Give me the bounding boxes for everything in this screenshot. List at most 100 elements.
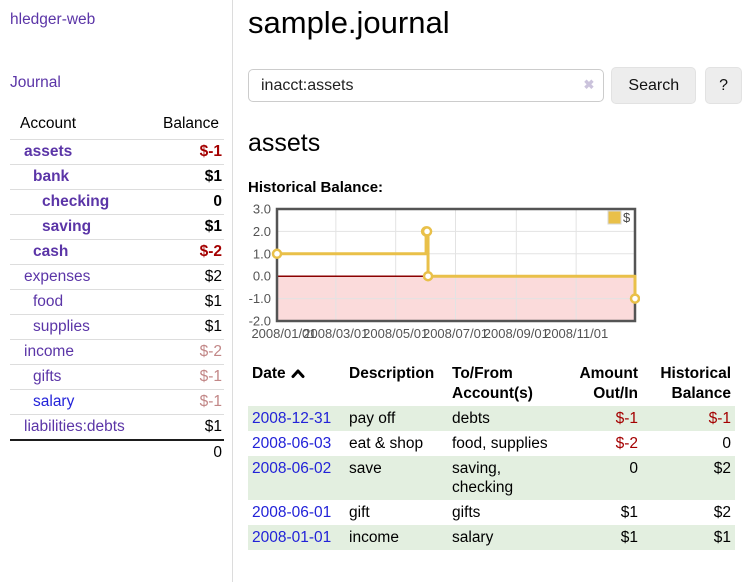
svg-text:-2.0: -2.0	[249, 314, 271, 329]
register-header-label: Out/In	[593, 385, 638, 402]
accounts-header-row: Account Balance	[10, 113, 224, 140]
sidebar-account-link[interactable]: supplies	[33, 318, 90, 335]
sidebar-account-link[interactable]: saving	[42, 218, 92, 235]
register-description: eat & shop	[349, 435, 424, 452]
accounts-total-value: 0	[144, 439, 224, 465]
accounts-total-row: 0	[10, 439, 224, 465]
svg-text:2008/11/01: 2008/11/01	[544, 326, 608, 341]
account-balance: $1	[144, 214, 224, 240]
sidebar-account-link[interactable]: income	[24, 343, 74, 360]
sidebar-account-link[interactable]: food	[33, 293, 64, 310]
svg-text:-1.0: -1.0	[249, 291, 271, 306]
account-row: income $-2	[10, 339, 224, 365]
search-input-wrap: ✖	[248, 69, 605, 102]
search-button[interactable]: Search	[611, 67, 697, 104]
account-row: checking 0	[10, 189, 224, 215]
sort-ascending-icon	[291, 366, 305, 383]
svg-text:0.0: 0.0	[253, 269, 271, 284]
svg-text:2008/03/01: 2008/03/01	[303, 326, 368, 341]
register-row: 2008-06-03 eat & shop food, supplies $-2 0	[248, 431, 735, 456]
account-row: gifts $-1	[10, 364, 224, 390]
register-accounts: gifts	[452, 504, 481, 521]
account-row: supplies $1	[10, 314, 224, 340]
register-date-link[interactable]: 2008-06-02	[252, 460, 332, 477]
register-date-link[interactable]: 2008-06-03	[252, 435, 332, 452]
sidebar-item-journal[interactable]: Journal	[10, 74, 61, 91]
register-description: income	[349, 529, 399, 546]
account-balance: $2	[144, 264, 224, 290]
app-title-link[interactable]: hledger-web	[10, 11, 96, 28]
sidebar-account-link[interactable]: salary	[33, 393, 75, 410]
register-header-date[interactable]: Date	[248, 362, 345, 406]
account-balance: $1	[144, 289, 224, 315]
sidebar-account-link[interactable]: expenses	[24, 268, 91, 285]
account-balance: $-1	[144, 389, 224, 415]
account-balance: $-1	[144, 139, 224, 165]
account-row: liabilities:debts $1	[10, 414, 224, 440]
svg-text:2008/09/01: 2008/09/01	[484, 326, 549, 341]
register-row: 2008-06-01 gift gifts $1 $2	[248, 500, 735, 525]
register-amount: $-2	[615, 435, 638, 452]
register-amount: $-1	[615, 410, 638, 427]
account-balance: $1	[144, 414, 224, 440]
register-row: 2008-12-31 pay off debts $-1 $-1	[248, 406, 735, 431]
register-description: save	[349, 460, 382, 477]
account-row: assets $-1	[10, 139, 224, 165]
register-row: 2008-06-02 save saving, checking 0 $2	[248, 456, 735, 500]
sidebar-account-link[interactable]: gifts	[33, 368, 62, 385]
register-header-amount-outin: Amount Out/In	[565, 362, 642, 406]
account-balance: $-2	[144, 339, 224, 365]
register-balance: $-1	[708, 410, 731, 427]
register-header-label: Historical	[660, 365, 731, 382]
register-header-historical-balance: Historical Balance	[642, 362, 735, 406]
register-header-description: Description	[345, 362, 448, 406]
svg-text:1.0: 1.0	[253, 246, 271, 261]
account-balance: 0	[144, 189, 224, 215]
search-form: ✖ Search ?	[248, 67, 742, 104]
register-accounts: debts	[452, 410, 490, 427]
sidebar-account-link[interactable]: bank	[33, 168, 70, 185]
main-content: sample.journal ✖ Search ? assets Histori…	[234, 0, 742, 550]
help-button[interactable]: ?	[705, 67, 742, 104]
register-balance: $2	[713, 504, 731, 521]
account-row: cash $-2	[10, 239, 224, 265]
register-header-row: Date Description To/From Account(s) Amount Ou…	[248, 362, 735, 406]
sidebar-account-link[interactable]: liabilities:debts	[24, 418, 125, 435]
register-table: Date Description To/From Account(s) Amount Ou…	[248, 362, 735, 550]
sidebar-account-link[interactable]: assets	[24, 143, 73, 160]
search-input[interactable]	[248, 69, 605, 102]
register-header-tofrom-accounts: To/From Account(s)	[448, 362, 565, 406]
svg-text:2.0: 2.0	[253, 224, 271, 239]
svg-text:$: $	[623, 210, 631, 225]
register-header-label: Account(s)	[452, 385, 533, 402]
register-header-label: Date	[252, 365, 286, 382]
register-date-link[interactable]: 2008-06-01	[252, 504, 332, 521]
svg-text:3.0: 3.0	[253, 203, 271, 217]
account-balance: $-1	[144, 364, 224, 390]
account-row: expenses $2	[10, 264, 224, 290]
register-balance: 0	[722, 435, 731, 452]
sidebar-account-link[interactable]: checking	[42, 193, 110, 210]
register-header-label: Balance	[671, 385, 731, 402]
register-date-link[interactable]: 2008-12-31	[252, 410, 332, 427]
register-row: 2008-01-01 income salary $1 $1	[248, 525, 735, 550]
account-balance: $-2	[144, 239, 224, 265]
accounts-header-balance: Balance	[162, 115, 219, 132]
svg-text:2008/05/01: 2008/05/01	[363, 326, 428, 341]
register-accounts: food, supplies	[452, 435, 548, 452]
account-balance: $1	[144, 314, 224, 340]
chart-title: Historical Balance:	[248, 179, 384, 196]
register-accounts: saving, checking	[452, 460, 514, 496]
account-heading: assets	[248, 129, 321, 157]
register-header-label: Description	[349, 365, 435, 382]
register-accounts: salary	[452, 529, 494, 546]
clear-search-icon[interactable]: ✖	[583, 77, 595, 92]
register-date-link[interactable]: 2008-01-01	[252, 529, 332, 546]
historical-balance-chart[interactable]: $3.0 2.0 1.0 0.0 -1.0 -2.02008/01/012008/03/0…	[248, 203, 640, 345]
account-balance: $1	[144, 164, 224, 190]
sidebar-account-link[interactable]: cash	[33, 243, 69, 260]
account-row: bank $1	[10, 164, 224, 190]
register-amount: $1	[620, 504, 638, 521]
register-amount: $1	[620, 529, 638, 546]
accounts-table: Account Balance assets $-1 bank $1 checking 0…	[10, 113, 224, 465]
